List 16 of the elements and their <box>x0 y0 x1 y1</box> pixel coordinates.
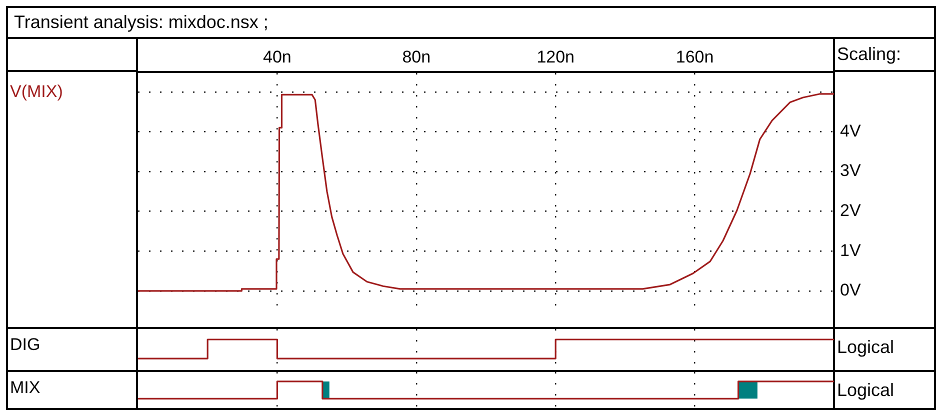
x-tick-label: 40n <box>263 47 292 66</box>
y-axis-title: Logical <box>837 380 894 401</box>
y-tick-label: 4V <box>840 121 862 140</box>
x-tick-label: 120n <box>536 47 575 66</box>
x-tick-label: 80n <box>402 47 431 66</box>
y-tick-label: 2V <box>840 200 862 220</box>
text: DIG <box>10 335 40 355</box>
text: MIX <box>10 378 40 398</box>
y-tick-label: 3V <box>840 161 862 180</box>
text: V(MIX) <box>10 82 63 102</box>
y-tick-label: 1V <box>840 240 862 260</box>
y-axis-title: Scaling: <box>837 44 902 65</box>
x-tick-label: 160n <box>676 47 714 66</box>
chart-title: Transient analysis: mixdoc.nsx ; <box>8 8 934 39</box>
y-axis-title: Logical <box>837 337 894 358</box>
y-tick-label: 0V <box>840 280 862 300</box>
